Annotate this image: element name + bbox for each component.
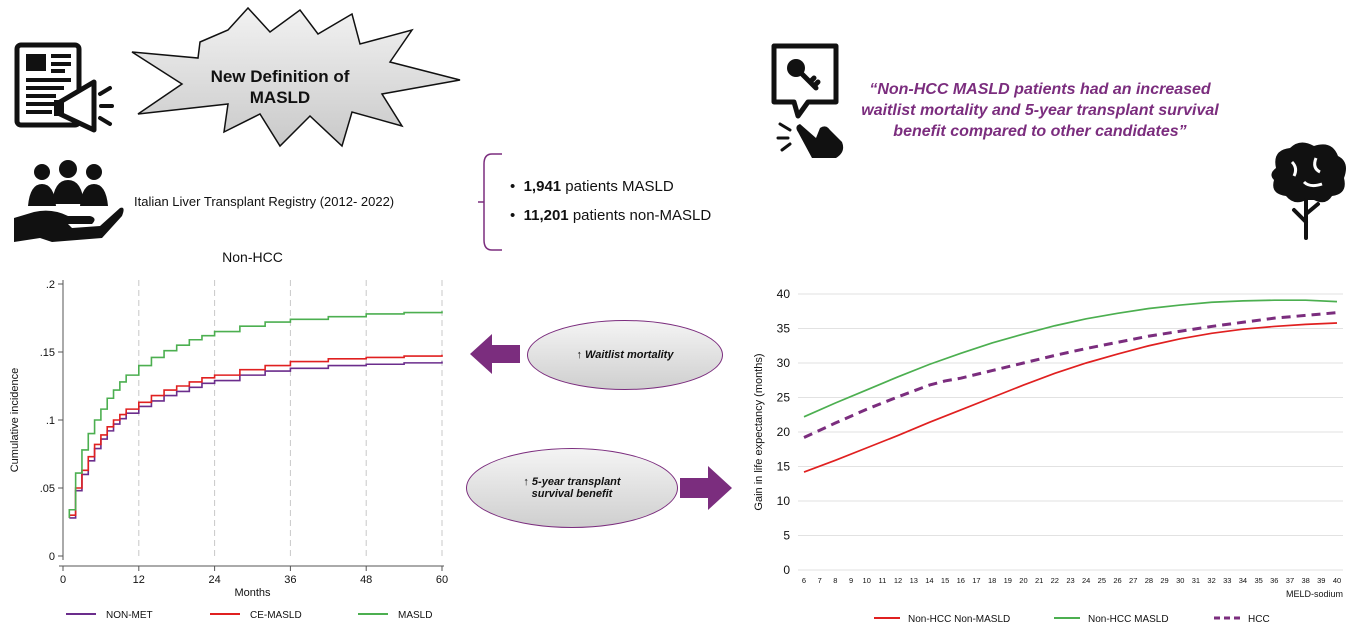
- y-tick-label: .1: [46, 415, 55, 427]
- x-tick-label: 25: [1098, 576, 1106, 585]
- x-tick-label: 17: [972, 576, 980, 585]
- megaphone-icon: [54, 79, 114, 133]
- series-line-non-met: [69, 361, 443, 519]
- x-tick-label: 8: [833, 576, 837, 585]
- y-tick-label: 0: [783, 563, 790, 577]
- x-tick-label: 32: [1207, 576, 1215, 585]
- x-tick-label: 36: [1270, 576, 1278, 585]
- series-line-non-hcc-masld: [803, 299, 1338, 418]
- chart-title: Non-HCC: [222, 249, 283, 265]
- x-tick-label: 20: [1019, 576, 1027, 585]
- y-axis-label: Gain in life expectancy (months): [753, 353, 765, 510]
- x-tick-label: 40: [1333, 576, 1341, 585]
- y-axis-label: Cumulative incidence: [9, 368, 21, 473]
- stats-list: • 1,941 patients MASLD • 11,201 patients…: [510, 178, 711, 236]
- bracket-shape: [478, 153, 502, 251]
- new-definition-text: New Definition of MASLD: [210, 67, 350, 107]
- legend-label: Non-HCC Non-MASLD: [908, 614, 1010, 622]
- x-tick-label: 24: [1082, 576, 1090, 585]
- y-tick-label: 0: [49, 551, 55, 563]
- newspaper-icon: [14, 42, 114, 133]
- left-chart: Non-HCC 0 12 24 36 48 60 0 .05 .1 .15 .2 Months Cumul…: [9, 249, 448, 621]
- series-line-masld: [68, 311, 443, 518]
- series-line-ce-masld: [68, 354, 443, 518]
- y-tick-label: 20: [777, 425, 791, 439]
- x-tick-label: 38: [1301, 576, 1309, 585]
- people-hand-icon: [14, 160, 124, 242]
- x-tick-label: 24: [208, 574, 220, 586]
- x-tick-label: 7: [818, 576, 822, 585]
- x-tick-label: 19: [1004, 576, 1012, 585]
- x-tick-label: 33: [1223, 576, 1231, 585]
- y-tick-label: .05: [40, 483, 55, 495]
- starburst-shape: [131, 6, 461, 148]
- registry-label: Italian Liver Transplant Registry (2012-…: [134, 194, 395, 209]
- y-tick-label: 10: [777, 494, 791, 508]
- x-tick-label: 18: [988, 576, 996, 585]
- brain-tree-icon: [1271, 142, 1346, 240]
- x-tick-label: 14: [925, 576, 933, 585]
- waitlist-mortality-callout: ↑ Waitlist mortality: [527, 320, 723, 390]
- x-tick-label: 39: [1317, 576, 1325, 585]
- x-tick-label: 27: [1129, 576, 1137, 585]
- stat-item-masld: • 1,941 patients MASLD: [510, 178, 674, 195]
- x-axis-label: MELD-sodium: [1286, 589, 1343, 599]
- x-tick-label: 36: [284, 574, 296, 586]
- series-line-hcc: [803, 311, 1338, 439]
- legend-label: NON-MET: [106, 610, 153, 621]
- x-tick-label: 48: [360, 574, 372, 586]
- x-tick-label: 23: [1066, 576, 1074, 585]
- y-tick-label: 40: [777, 287, 791, 301]
- x-tick-label: 22: [1051, 576, 1059, 585]
- y-tick-label: 30: [777, 356, 791, 370]
- left-arrow-icon: [470, 334, 520, 374]
- x-tick-label: 28: [1145, 576, 1153, 585]
- y-tick-label: .15: [40, 347, 55, 359]
- x-tick-label: 9: [849, 576, 853, 585]
- x-tick-label: 12: [133, 574, 145, 586]
- x-tick-label: 34: [1239, 576, 1247, 585]
- legend-label: MASLD: [398, 610, 432, 621]
- right-chart: 0 5 10 15 20 25 30 35 40 6 7 8 9 10 11 12 13 14 15 16 17 18 19…: [753, 287, 1343, 622]
- conclusion-quote: “Non-HCC MASLD patients had an increased…: [861, 81, 1219, 140]
- legend-label: Non-HCC MASLD: [1088, 614, 1169, 622]
- legend-label: CE-MASLD: [250, 610, 302, 621]
- x-axis-label: Months: [234, 587, 271, 599]
- y-tick-label: .2: [46, 279, 55, 291]
- stat-item-non-masld: • 11,201 patients non-MASLD: [510, 207, 712, 224]
- x-tick-label: 12: [894, 576, 902, 585]
- x-tick-label: 6: [802, 576, 806, 585]
- series-line-non-hcc-non-masld: [803, 322, 1338, 473]
- x-tick-label: 10: [863, 576, 871, 585]
- x-tick-label: 26: [1113, 576, 1121, 585]
- y-tick-label: 25: [777, 391, 791, 405]
- x-tick-label: 35: [1254, 576, 1262, 585]
- x-tick-label: 0: [60, 574, 66, 586]
- right-arrow-icon: [680, 466, 732, 510]
- x-tick-label: 16: [957, 576, 965, 585]
- y-tick-label: 35: [777, 322, 791, 336]
- x-tick-label: 29: [1160, 576, 1168, 585]
- pointing-hand-icon: [776, 122, 844, 158]
- x-tick-label: 37: [1286, 576, 1294, 585]
- y-tick-label: 5: [783, 529, 790, 543]
- x-tick-label: 21: [1035, 576, 1043, 585]
- x-tick-label: 30: [1176, 576, 1184, 585]
- x-tick-label: 15: [941, 576, 949, 585]
- key-speech-icon: [771, 43, 839, 119]
- x-tick-label: 13: [910, 576, 918, 585]
- x-tick-label: 11: [878, 576, 886, 585]
- x-tick-label: 60: [436, 574, 448, 586]
- x-tick-label: 31: [1192, 576, 1200, 585]
- legend-label: HCC: [1248, 614, 1270, 622]
- y-tick-label: 15: [777, 460, 791, 474]
- survival-benefit-callout: ↑ 5-year transplant survival benefit: [466, 448, 678, 528]
